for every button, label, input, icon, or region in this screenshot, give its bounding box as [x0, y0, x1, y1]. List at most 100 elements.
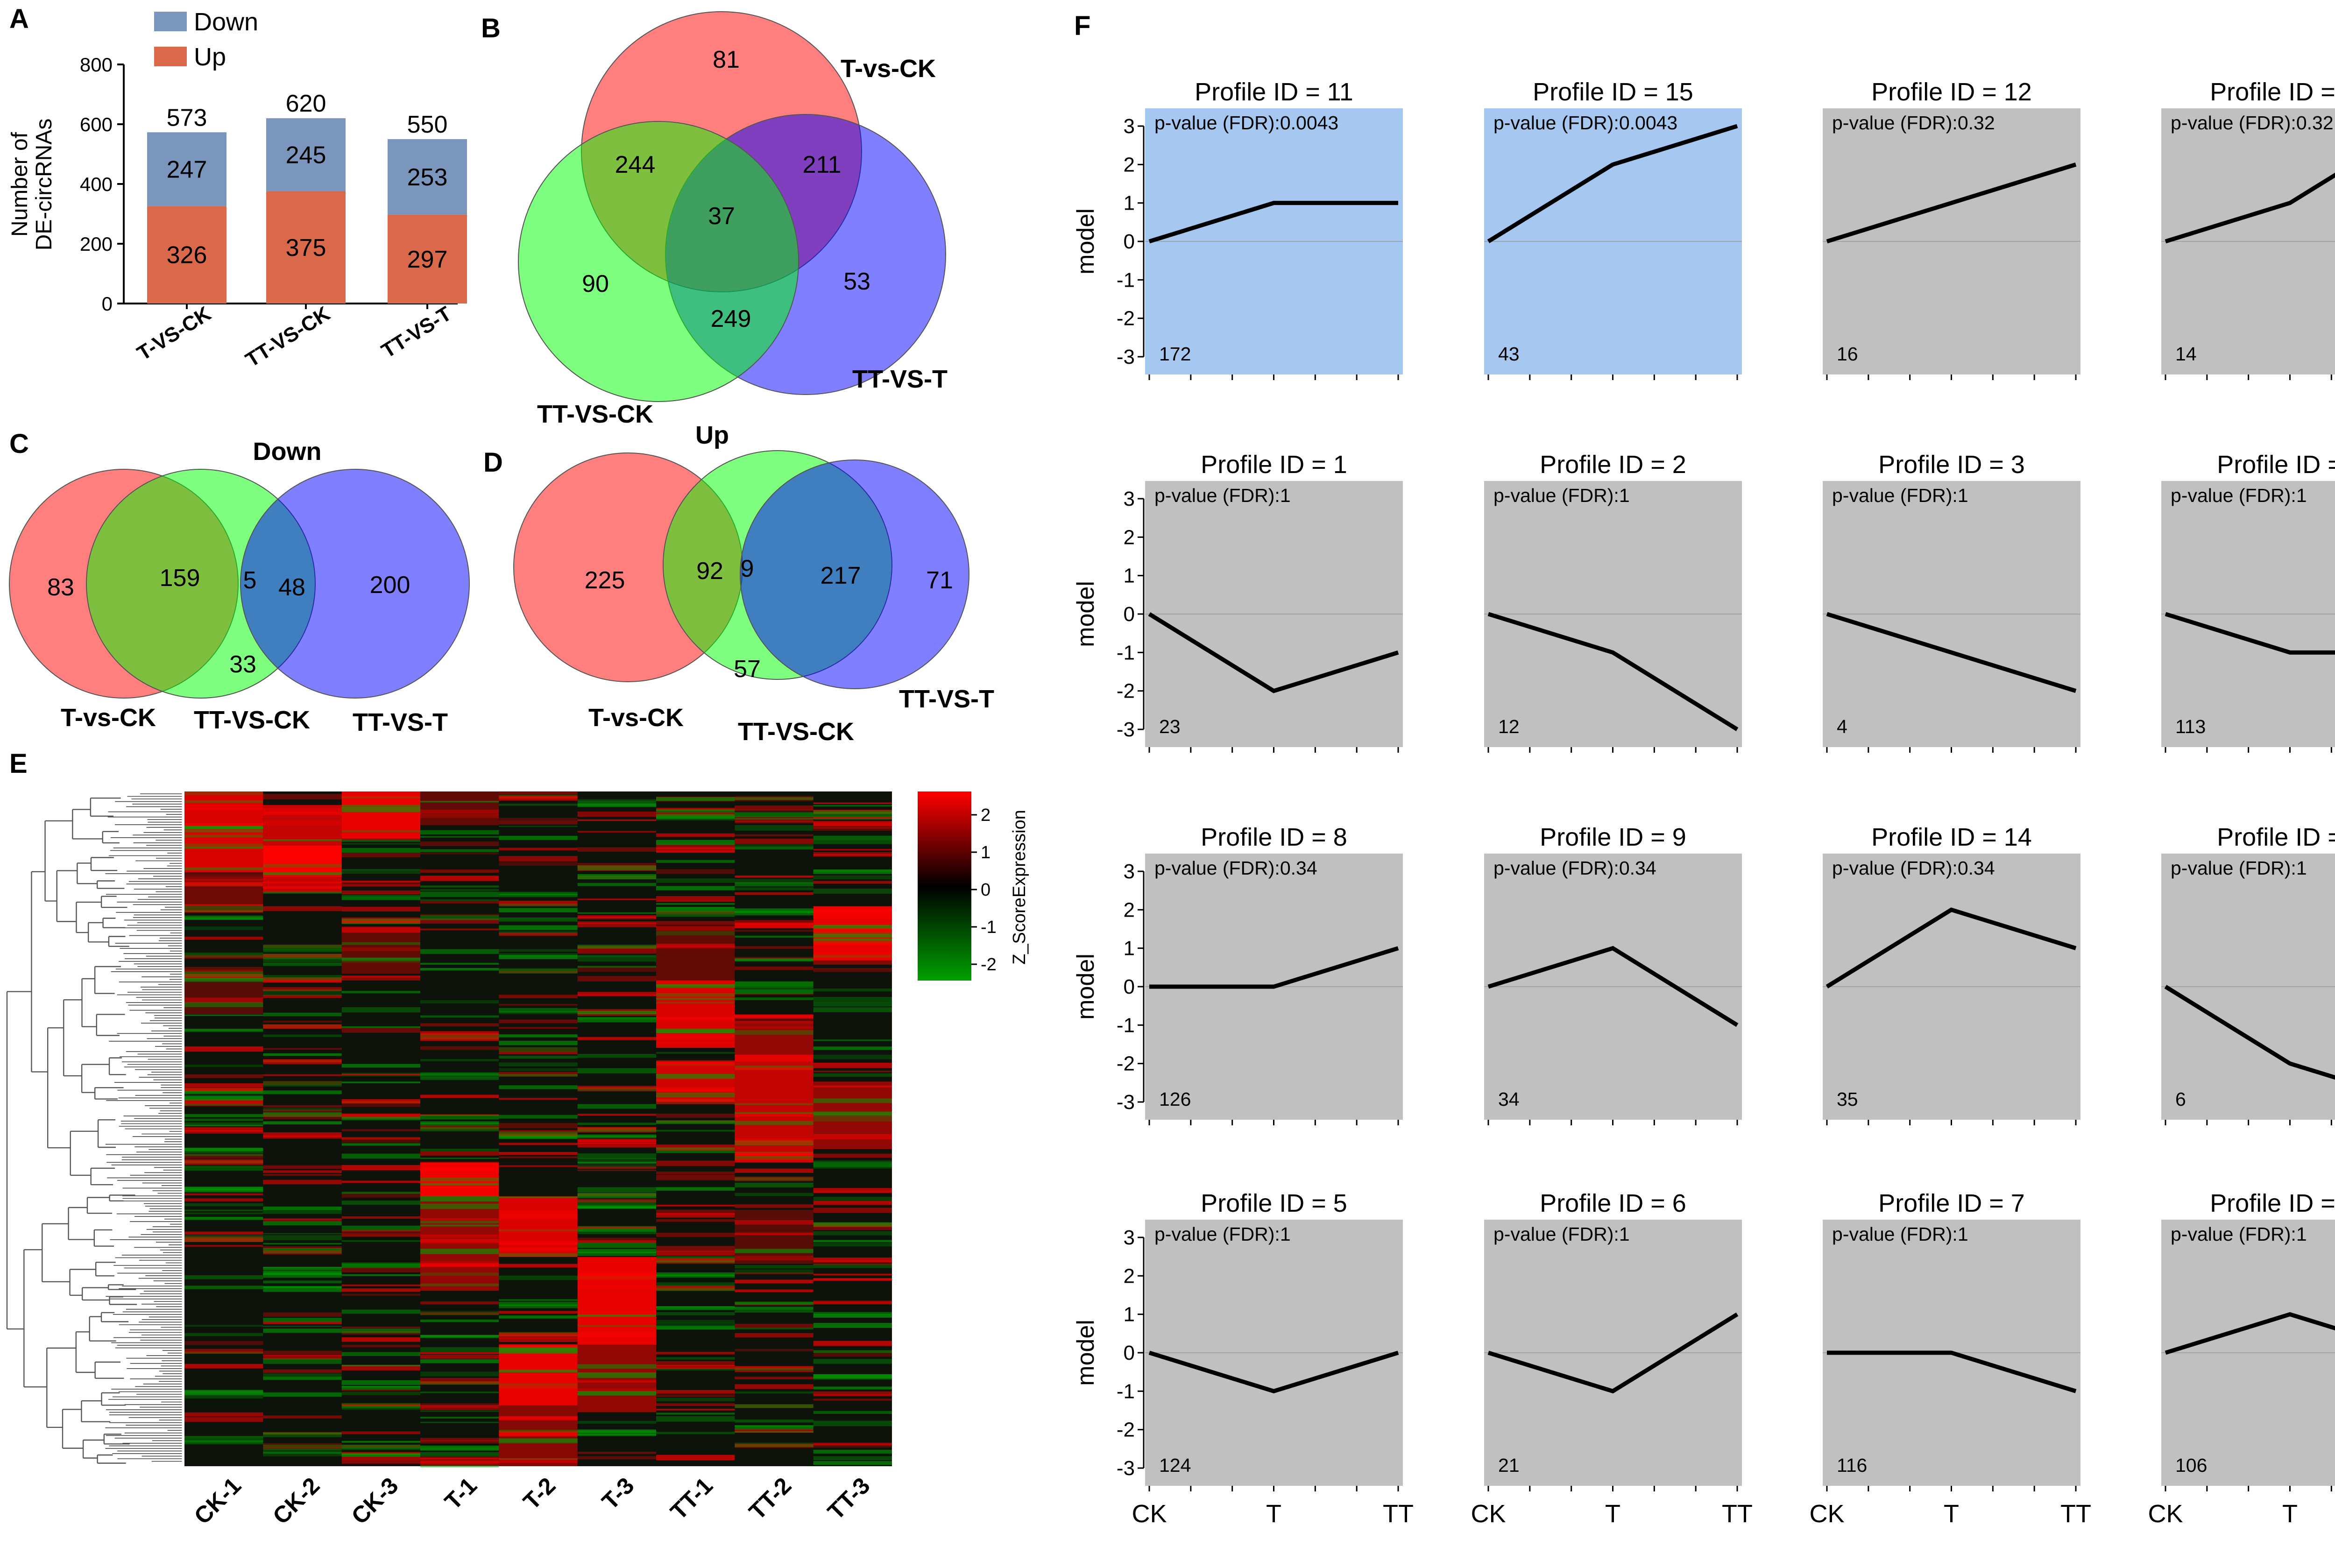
profile-ytick-label: 3	[1124, 115, 1135, 138]
heatmap-row-stripe	[420, 809, 499, 813]
legend-swatch-up	[154, 47, 187, 66]
heatmap-row-stripe	[341, 1192, 420, 1194]
profile-ytick-label: 0	[1124, 975, 1135, 998]
profile-title: Profile ID = 9	[1540, 823, 1686, 851]
heatmap-row-stripe	[735, 935, 814, 938]
panel-label-f: F	[1074, 11, 1090, 41]
heatmap-row-stripe	[263, 1325, 342, 1328]
profile-line	[2164, 985, 2335, 1080]
heatmap-row-stripe	[263, 1248, 342, 1254]
profile-xtick-label: TT	[1383, 1500, 1414, 1528]
heatmap-row-stripe	[420, 1077, 499, 1080]
venn-c-label-t-vs-ck: T-vs-CK	[61, 704, 156, 732]
heatmap-row-stripe	[577, 1013, 656, 1016]
heatmap-row-stripe	[577, 992, 656, 996]
heatmap-row-stripe	[184, 1349, 263, 1354]
heatmap-row-stripe	[184, 906, 263, 912]
venn-d-a-b: 92	[696, 558, 723, 585]
heatmap-row-stripe	[341, 927, 420, 933]
heatmap-row-stripe	[499, 803, 578, 806]
heatmap-row-stripe	[735, 1431, 814, 1433]
heatmap-row-stripe	[656, 1365, 735, 1369]
heatmap-row-stripe	[341, 906, 420, 911]
heatmap-row-stripe	[577, 1166, 656, 1169]
heatmap-row-stripe	[813, 1073, 892, 1077]
heatmap-row-stripe	[263, 1452, 342, 1454]
venn-c-circle-tt-vs-t	[240, 469, 470, 699]
heatmap-row-stripe	[420, 1381, 499, 1385]
heatmap-row-stripe	[735, 1015, 814, 1019]
profile-ytick-label: -3	[1117, 346, 1135, 368]
heatmap-row-stripe	[577, 1198, 656, 1202]
heatmap-row-stripe	[263, 1448, 342, 1449]
a-label-total: 573	[167, 104, 207, 131]
heatmap-row-stripe	[184, 847, 263, 849]
heatmap-row-stripe	[263, 891, 342, 894]
heatmap-row-stripe	[341, 1448, 420, 1450]
heatmap-row-stripe	[263, 980, 342, 982]
heatmap-row-stripe	[263, 882, 342, 883]
heatmap-row-stripe	[735, 1301, 814, 1305]
heatmap-row-stripe	[813, 1153, 892, 1158]
profile-card: Profile ID = 1 p-value (FDR):1 23 3 2 1 0 -1 -2 -…	[1072, 451, 1403, 753]
colorbar-label: Z_ScoreExpression	[1010, 810, 1029, 965]
a-label-up: 297	[407, 246, 448, 273]
heatmap-row-stripe	[577, 1037, 656, 1040]
profile-title: Profile ID = 6	[1540, 1189, 1686, 1217]
heatmap-row-stripe	[420, 1272, 499, 1276]
heatmap-row-stripe	[184, 1096, 263, 1101]
heatmap-row-stripe	[420, 885, 499, 888]
heatmap-row-stripe	[813, 1260, 892, 1265]
heatmap-row-stripe	[341, 890, 420, 895]
heatmap-row-stripe	[656, 984, 735, 988]
heatmap-row-stripe	[813, 1456, 892, 1461]
heatmap-row-stripe	[341, 1081, 420, 1083]
heatmap-row-stripe	[577, 1391, 656, 1396]
heatmap-row-stripe	[577, 1226, 656, 1229]
heatmap-row-stripe	[420, 1301, 499, 1305]
a-bar-up	[266, 191, 346, 304]
profile-title: Profile ID = 4	[2217, 451, 2335, 479]
heatmap-row-stripe	[184, 1165, 263, 1167]
heatmap-row-stripe	[577, 1206, 656, 1208]
heatmap-row-stripe	[263, 1415, 342, 1419]
heatmap-row-stripe	[263, 1449, 342, 1451]
venn-b-label-t-vs-ck: T-vs-CK	[841, 55, 936, 83]
heatmap-row-stripe	[263, 863, 342, 868]
profile-count: 34	[1498, 1088, 1520, 1110]
heatmap-row-stripe	[577, 956, 656, 962]
panel-label-d: D	[483, 447, 503, 478]
heatmap-row-stripe	[813, 1188, 892, 1193]
profile-line	[2165, 172, 2335, 244]
heatmap-row-stripe	[499, 968, 578, 974]
heatmap-row-stripe	[420, 1371, 499, 1377]
heatmap-row-stripe	[577, 994, 656, 996]
heatmap-row-stripe	[420, 1405, 499, 1410]
heatmap-row-stripe	[735, 1153, 814, 1157]
heatmap-row-stripe	[263, 820, 342, 826]
heatmap-row-stripe	[341, 1404, 420, 1406]
heatmap-row-stripe	[577, 922, 656, 927]
heatmap-row-stripe	[656, 1074, 735, 1079]
heatmap-row-stripe	[656, 886, 735, 890]
heatmap-row-stripe	[499, 1019, 578, 1024]
heatmap-row-stripe	[499, 1417, 578, 1419]
venn-c-title: Down	[253, 438, 322, 466]
a-label-total: 620	[286, 90, 326, 117]
heatmap-row-stripe	[813, 1166, 892, 1169]
heatmap-row-stripe	[656, 1130, 735, 1132]
heatmap-row-stripe	[341, 853, 420, 858]
heatmap-row-stripe	[341, 1027, 420, 1033]
profile-card: Profile ID = 3 p-value (FDR):1 4	[1823, 451, 2080, 753]
heatmap-block	[263, 845, 342, 873]
heatmap-row-stripe	[577, 1364, 656, 1369]
heatmap-row-stripe	[499, 791, 578, 795]
panel-c-venn: C Down 83 159 5 48 200 33 T-vs-CK TT-VS-…	[9, 429, 470, 736]
heatmap-row-stripe	[420, 1335, 499, 1338]
heatmap-row-stripe	[813, 1070, 892, 1073]
heatmap-column-label: TT-1	[665, 1472, 718, 1525]
heatmap-row-stripe	[813, 928, 892, 933]
heatmap-row-stripe	[577, 1332, 656, 1338]
heatmap-row-stripe	[263, 954, 342, 960]
